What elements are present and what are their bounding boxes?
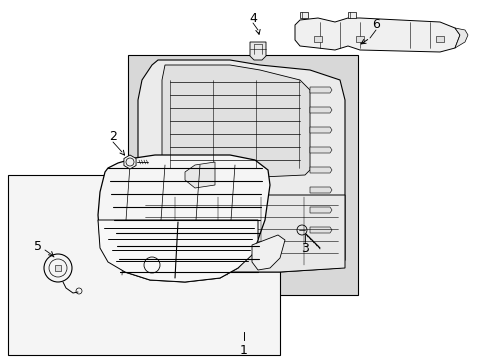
Polygon shape [313,36,321,42]
Polygon shape [309,107,331,113]
Polygon shape [299,12,307,18]
Text: 2: 2 [109,130,117,144]
Text: 5: 5 [34,239,42,252]
Text: 6: 6 [371,18,379,31]
Polygon shape [309,207,331,213]
Polygon shape [355,36,363,42]
Polygon shape [249,42,265,60]
Polygon shape [8,175,280,355]
Polygon shape [138,60,345,272]
Polygon shape [309,227,331,233]
Polygon shape [123,155,136,169]
Polygon shape [98,220,258,282]
Polygon shape [55,265,61,271]
Text: 4: 4 [248,12,256,24]
Polygon shape [309,187,331,193]
Polygon shape [309,127,331,133]
Polygon shape [435,36,443,42]
Polygon shape [138,195,345,272]
Polygon shape [347,12,355,18]
Polygon shape [309,167,331,173]
Polygon shape [309,147,331,153]
Text: 3: 3 [301,242,308,255]
Polygon shape [162,65,309,178]
Polygon shape [98,155,269,282]
Polygon shape [309,87,331,93]
Polygon shape [184,162,215,188]
Polygon shape [454,28,467,48]
Polygon shape [128,55,357,295]
Polygon shape [294,18,459,52]
Polygon shape [251,235,285,270]
Text: 1: 1 [240,343,247,356]
